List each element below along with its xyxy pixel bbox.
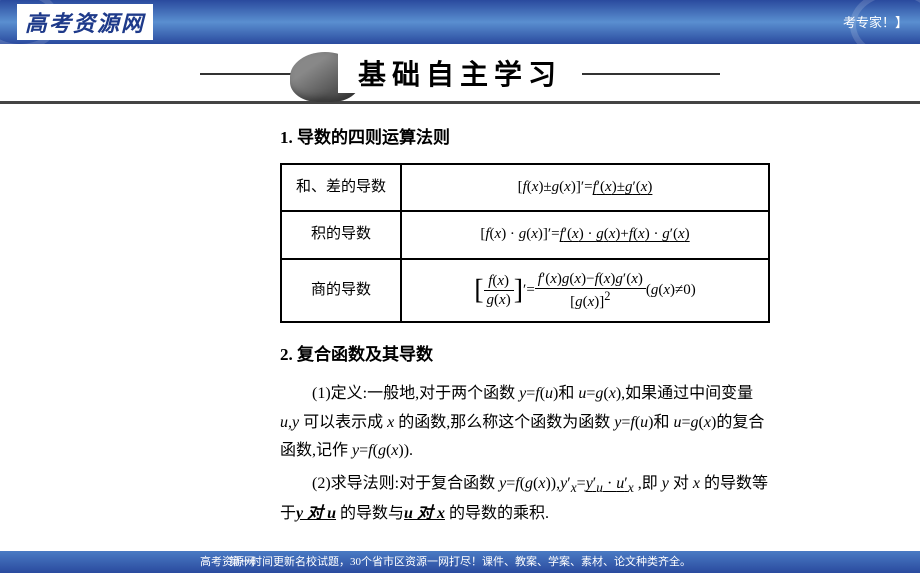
main-content: 1. 导数的四则运算法则 和、差的导数 [f(x)±g(x)]′=f′(x)±g… [0,104,920,539]
footer-bar: 高考资源网 第一时间更新名校试题，30个省市区资源一网打尽！课件、教案、学案、素… [0,551,920,573]
footer-text: 第一时间更新名校试题，30个省市区资源一网打尽！课件、教案、学案、素材、论文种类… [229,556,691,568]
rule-formula: [f(x) · g(x)]′=f′(x) · g(x)+f(x) · g′(x) [401,211,769,259]
table-row: 积的导数 [f(x) · g(x)]′=f′(x) · g(x)+f(x) · … [281,211,769,259]
rule-label: 和、差的导数 [281,164,401,212]
table-row: 和、差的导数 [f(x)±g(x)]′=f′(x)±g′(x) [281,164,769,212]
rule-formula: [f(x)±g(x)]′=f′(x)±g′(x) [401,164,769,212]
footer-logo: 高考资源网 [200,551,255,573]
section1-title: 1. 导数的四则运算法则 [280,124,770,153]
rule-label: 积的导数 [281,211,401,259]
derivative-rules-table: 和、差的导数 [f(x)±g(x)]′=f′(x)±g′(x) 积的导数 [f(… [280,163,770,323]
section-banner: 基础自主学习 [0,44,920,104]
rule-formula: [f(x)g(x)]′=f′(x)g(x)−f(x)g′(x)[g(x)]2(g… [401,259,769,322]
rule-paragraph: (2)求导法则:对于复合函数 y=f(g(x)),y′x=y′u · u′x ,… [280,470,770,529]
definition-paragraph: (1)定义:一般地,对于两个函数 y=f(u)和 u=g(x),如果通过中间变量… [280,380,770,466]
site-logo: 高考资源网 [17,4,153,40]
rule-label: 商的导数 [281,259,401,322]
section2-title: 2. 复合函数及其导数 [280,341,770,370]
top-bar: 高考资源网 考专家！】 [0,0,920,44]
table-row: 商的导数 [f(x)g(x)]′=f′(x)g(x)−f(x)g′(x)[g(x… [281,259,769,322]
tagline: 考专家！】 [843,12,908,31]
banner-title: 基础自主学习 [338,53,582,93]
